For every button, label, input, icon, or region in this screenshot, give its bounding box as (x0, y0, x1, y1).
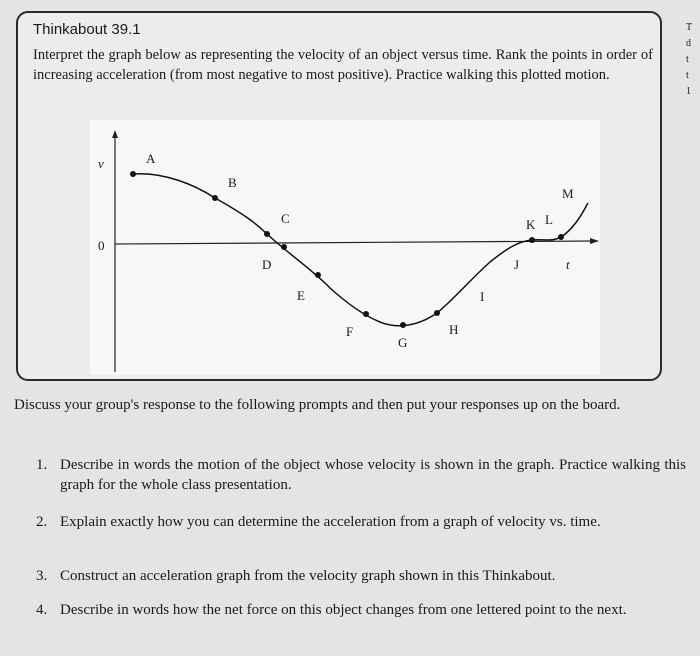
velocity-curve (132, 173, 589, 327)
zero-label: 0 (98, 238, 105, 253)
prompt: 1. Describe in words the motion of the ob… (36, 455, 686, 495)
point-label: L (545, 212, 553, 227)
point-label: D (262, 257, 271, 272)
prompt: 4. Describe in words how the net force on… (36, 600, 686, 620)
dot (434, 310, 440, 316)
prompt-text: Explain exactly how you can determine th… (60, 514, 601, 530)
prompt-text: Describe in words how the net force on t… (60, 602, 627, 618)
point-label: A (146, 151, 156, 166)
y-label: v (98, 156, 104, 171)
prompt: 3. Construct an acceleration graph from t… (36, 566, 686, 586)
prompt-number: 2. (36, 514, 48, 530)
point-label: J (514, 257, 519, 272)
prompt-number: 1. (36, 457, 48, 473)
fragment: t (686, 70, 689, 81)
graph-area (90, 120, 600, 375)
edge-fragments: T d t t 1 (686, 20, 692, 100)
prompt-text: Construct an acceleration graph from the… (60, 568, 556, 584)
point-label: M (562, 186, 574, 201)
dot (315, 272, 321, 278)
dot (558, 234, 564, 240)
prompt: 2. Explain exactly how you can determine … (36, 512, 686, 532)
point-label: G (398, 335, 407, 350)
fragment: T (686, 22, 693, 33)
instructions: Interpret the graph below as representin… (33, 47, 653, 83)
point-label: C (281, 211, 290, 226)
t-arrow (590, 238, 599, 244)
fragment: d (686, 38, 691, 49)
intro: Discuss your group's response to the fol… (14, 397, 621, 413)
prompt-text: Describe in words the motion of the obje… (60, 457, 686, 493)
dot (529, 237, 535, 243)
curve-dots (130, 171, 564, 328)
dot (281, 244, 287, 250)
point-label: B (228, 175, 237, 190)
point-label: K (526, 217, 536, 232)
point-label: H (449, 322, 458, 337)
dot (212, 195, 218, 201)
point-label: I (480, 289, 484, 304)
dot (400, 322, 406, 328)
point-label: F (346, 324, 353, 339)
prompt-number: 3. (36, 568, 48, 584)
fragment: 1 (686, 86, 691, 97)
velocity-graph: v 0 t A B C D E F G H I J K L M (90, 120, 600, 375)
prompt-number: 4. (36, 602, 48, 618)
fragment: t (686, 54, 689, 65)
dot (264, 231, 270, 237)
dot (363, 311, 369, 317)
dot (130, 171, 136, 177)
x-label: t (566, 257, 570, 272)
t-axis (114, 240, 595, 245)
v-arrow (112, 130, 118, 138)
point-label: E (297, 288, 305, 303)
title: Thinkabout 39.1 (33, 21, 141, 38)
